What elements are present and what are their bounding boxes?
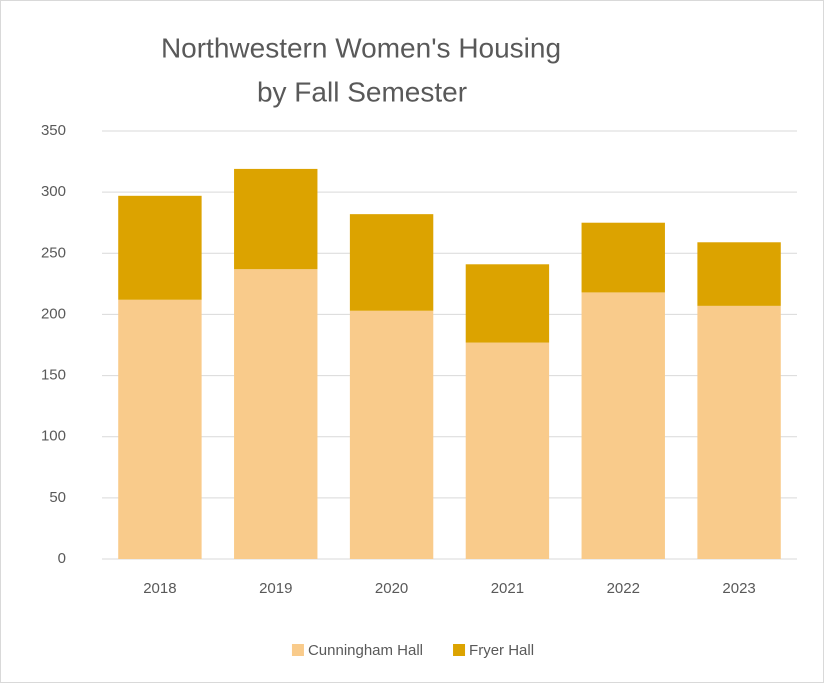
legend-label: Fryer Hall	[469, 642, 534, 659]
bar-segment	[465, 264, 550, 343]
y-tick-label: 350	[41, 122, 66, 139]
bar-segment	[234, 269, 318, 559]
bar-segment	[581, 292, 665, 559]
y-tick-label: 0	[58, 550, 66, 567]
bar-segment	[118, 195, 202, 300]
x-tick-label: 2021	[491, 580, 524, 597]
legend-label: Cunningham Hall	[308, 642, 423, 659]
y-tick-label: 100	[41, 428, 66, 445]
bar-segment	[349, 310, 434, 559]
bar-segment	[697, 242, 781, 306]
bar-segment	[465, 342, 550, 559]
bar-segment	[349, 214, 434, 311]
x-tick-label: 2023	[722, 580, 755, 597]
chart-title: Northwestern Women's Housing	[161, 32, 561, 63]
bar-segment	[234, 168, 318, 270]
bar-segment	[697, 305, 781, 559]
x-tick-label: 2022	[607, 580, 640, 597]
y-tick-label: 50	[49, 489, 66, 506]
x-tick-label: 2019	[259, 580, 292, 597]
legend-swatch	[291, 644, 304, 656]
y-tick-label: 200	[41, 305, 66, 322]
x-tick-label: 2020	[375, 580, 408, 597]
x-tick-label: 2018	[143, 580, 176, 597]
y-tick-label: 150	[41, 367, 66, 384]
y-tick-label: 300	[41, 183, 66, 200]
legend-swatch	[453, 644, 466, 656]
bar-segment	[581, 222, 665, 293]
bar-segment	[118, 299, 202, 559]
y-tick-label: 250	[41, 244, 66, 261]
chart-title: by Fall Semester	[257, 76, 467, 107]
